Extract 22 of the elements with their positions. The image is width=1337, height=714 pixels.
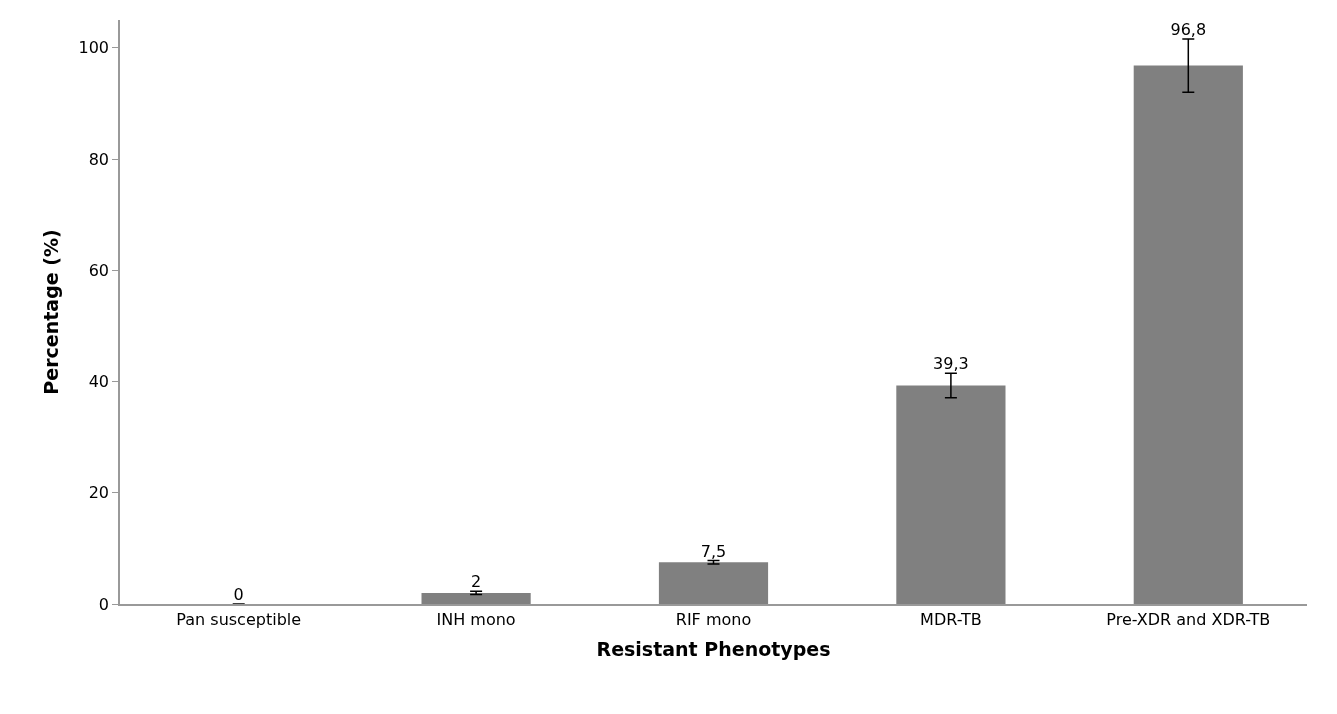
y-tick-label: 20 — [88, 483, 110, 503]
bar — [658, 562, 769, 604]
data-label: 7,5 — [700, 541, 727, 561]
data-label: 0 — [233, 585, 244, 604]
y-tick-label: 60 — [88, 260, 110, 280]
y-tick-label: 40 — [88, 372, 110, 392]
x-tick-label: Pan susceptible — [176, 609, 302, 629]
data-label: 2 — [471, 572, 482, 592]
y-tick-label: 0 — [98, 594, 110, 614]
y-tick-label: 80 — [88, 149, 110, 169]
x-tick-label: Pre-XDR and XDR-TB — [1106, 609, 1271, 629]
bar — [421, 592, 531, 604]
x-tick-label: INH mono — [436, 609, 516, 629]
y-axis-title: Percentage (%) — [39, 229, 62, 395]
x-tick-label: RIF mono — [675, 609, 752, 629]
y-tick-label: 100 — [78, 38, 110, 58]
bar — [896, 385, 1006, 604]
x-axis-title: Resistant Phenotypes — [596, 638, 831, 661]
data-label: 39,3 — [933, 354, 969, 374]
x-tick-label: MDR-TB — [920, 609, 982, 629]
bar — [1133, 65, 1243, 604]
data-label: 96,8 — [1170, 19, 1207, 39]
